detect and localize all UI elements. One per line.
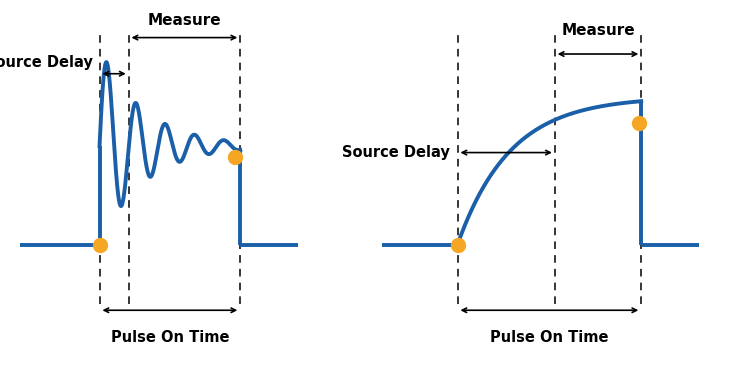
Point [634, 120, 645, 126]
Point [451, 242, 463, 247]
Point [229, 155, 241, 161]
Text: Pulse On Time: Pulse On Time [110, 330, 229, 345]
Text: Measure: Measure [148, 13, 221, 28]
Text: Source Delay: Source Delay [343, 145, 451, 160]
Text: Pulse On Time: Pulse On Time [490, 330, 609, 345]
Text: Measure: Measure [562, 23, 635, 38]
Point [93, 242, 105, 247]
Text: Source Delay: Source Delay [0, 55, 93, 70]
